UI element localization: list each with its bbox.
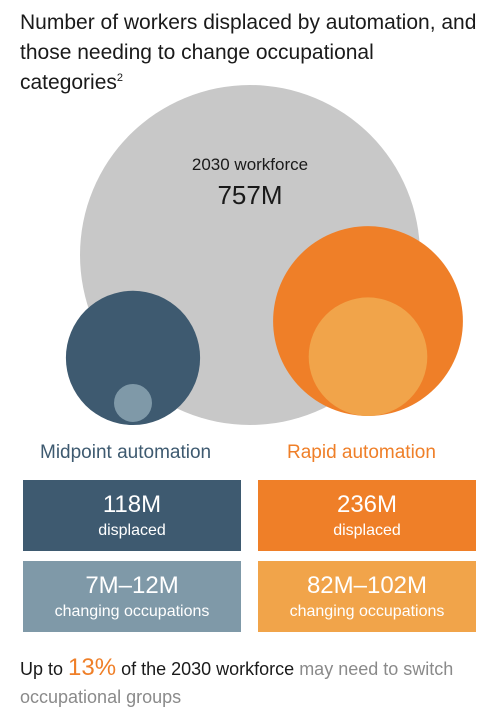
rapid-displaced-box: 236M displaced bbox=[258, 480, 476, 551]
midpoint-changing-value: 7M–12M bbox=[85, 571, 179, 599]
rapid-changing-value: 82M–102M bbox=[306, 571, 428, 599]
midpoint-displaced-value: 118M bbox=[102, 490, 162, 518]
footer-middle: of the 2030 workforce bbox=[116, 659, 295, 679]
midpoint-changing-box: 7M–12M changing occupations bbox=[23, 561, 241, 632]
midpoint-changing-bubble bbox=[114, 383, 152, 422]
midpoint-displaced-caption: displaced bbox=[98, 521, 166, 539]
midpoint-displaced-box: 118M displaced bbox=[23, 480, 241, 551]
footer-percent: 13% bbox=[68, 654, 117, 681]
chart-title: Number of workers displaced by automatio… bbox=[20, 8, 480, 98]
midpoint-changing-caption: changing occupations bbox=[54, 602, 210, 620]
rapid-changing-bubble bbox=[308, 297, 428, 417]
rapid-changing-caption: changing occupations bbox=[289, 602, 445, 620]
chart-title-text: Number of workers displaced by automatio… bbox=[20, 11, 477, 94]
rapid-displaced-caption: displaced bbox=[333, 521, 401, 539]
workforce-label: 2030 workforce bbox=[192, 155, 308, 174]
midpoint-automation-label: Midpoint automation bbox=[40, 442, 212, 463]
footnote-marker: 2 bbox=[116, 72, 124, 84]
midpoint-displaced-bubble bbox=[65, 290, 201, 425]
footer-statement: Up to 13% of the 2030 workforce may need… bbox=[20, 654, 460, 711]
footer-suffix: may need to switch occupational groups bbox=[20, 659, 454, 707]
workforce-value: 757M bbox=[217, 180, 282, 210]
rapid-changing-box: 82M–102M changing occupations bbox=[258, 561, 476, 632]
bubble-chart: 2030 workforce 757M bbox=[65, 85, 463, 425]
footer-prefix: Up to bbox=[20, 659, 69, 679]
rapid-displaced-value: 236M bbox=[336, 490, 398, 518]
rapid-automation-label: Rapid automation bbox=[287, 442, 436, 463]
